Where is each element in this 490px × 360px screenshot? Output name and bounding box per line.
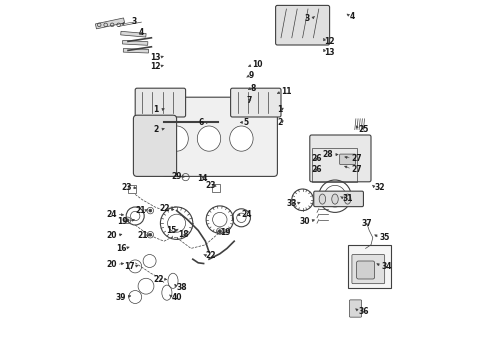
- Text: 13: 13: [150, 53, 160, 62]
- Text: 1: 1: [153, 105, 159, 114]
- Circle shape: [149, 209, 152, 212]
- Text: 20: 20: [107, 231, 117, 240]
- FancyBboxPatch shape: [135, 88, 186, 117]
- Polygon shape: [122, 40, 148, 45]
- Circle shape: [149, 233, 152, 236]
- FancyBboxPatch shape: [349, 300, 362, 317]
- Text: 12: 12: [324, 37, 335, 46]
- Text: 3: 3: [132, 17, 137, 26]
- Text: 28: 28: [322, 150, 333, 159]
- Text: 31: 31: [342, 194, 353, 202]
- Bar: [212, 184, 220, 192]
- Ellipse shape: [332, 194, 338, 204]
- Ellipse shape: [230, 126, 253, 151]
- Text: 30: 30: [299, 217, 310, 226]
- Text: 1: 1: [277, 105, 283, 114]
- Text: 11: 11: [281, 87, 292, 96]
- Text: 33: 33: [287, 199, 297, 208]
- Text: 8: 8: [250, 84, 256, 93]
- Text: 37: 37: [362, 219, 372, 228]
- Text: 10: 10: [252, 60, 263, 69]
- Ellipse shape: [197, 126, 220, 151]
- Text: 21: 21: [137, 231, 148, 240]
- Text: 26: 26: [312, 165, 322, 174]
- Text: 22: 22: [205, 251, 216, 260]
- Text: 27: 27: [351, 165, 362, 174]
- Text: 19: 19: [118, 217, 128, 226]
- Text: 15: 15: [166, 226, 176, 235]
- Text: 4: 4: [139, 28, 144, 37]
- Text: 18: 18: [178, 230, 189, 239]
- Text: 29: 29: [172, 172, 182, 181]
- Text: 24: 24: [107, 210, 117, 219]
- Text: 23: 23: [206, 181, 216, 190]
- Text: 16: 16: [116, 244, 126, 253]
- Text: 27: 27: [351, 154, 362, 163]
- Text: 13: 13: [324, 48, 335, 57]
- Text: 22: 22: [153, 275, 164, 284]
- Text: 5: 5: [243, 118, 248, 127]
- Text: 2: 2: [277, 118, 283, 127]
- Text: 3: 3: [305, 14, 310, 23]
- Text: 35: 35: [380, 233, 391, 242]
- Text: 4: 4: [349, 12, 355, 21]
- Polygon shape: [123, 49, 148, 53]
- Ellipse shape: [344, 194, 351, 204]
- Text: 39: 39: [116, 292, 126, 302]
- FancyBboxPatch shape: [162, 97, 277, 176]
- Text: 32: 32: [374, 183, 385, 192]
- Text: 25: 25: [358, 125, 369, 134]
- Text: 17: 17: [124, 262, 135, 271]
- Text: 23: 23: [121, 183, 132, 192]
- Ellipse shape: [165, 126, 188, 151]
- FancyBboxPatch shape: [275, 5, 330, 45]
- Bar: [128, 185, 136, 193]
- Text: 38: 38: [176, 284, 187, 292]
- Circle shape: [219, 230, 221, 233]
- Text: 7: 7: [247, 96, 252, 105]
- Text: 36: 36: [358, 307, 369, 316]
- Text: 40: 40: [171, 292, 182, 302]
- FancyBboxPatch shape: [340, 154, 356, 165]
- Text: 24: 24: [242, 210, 252, 219]
- Polygon shape: [121, 31, 146, 37]
- Text: 6: 6: [198, 118, 204, 127]
- Ellipse shape: [319, 194, 326, 204]
- Circle shape: [126, 219, 129, 222]
- FancyBboxPatch shape: [133, 115, 176, 176]
- Bar: [347, 245, 391, 288]
- Text: 34: 34: [382, 262, 392, 271]
- Text: 2: 2: [153, 125, 159, 134]
- FancyBboxPatch shape: [314, 191, 364, 207]
- Bar: [312, 148, 357, 182]
- Text: 21: 21: [136, 206, 146, 215]
- Text: 12: 12: [150, 62, 160, 71]
- FancyBboxPatch shape: [352, 255, 385, 284]
- Text: 26: 26: [312, 154, 322, 163]
- FancyBboxPatch shape: [231, 88, 281, 117]
- Text: 19: 19: [220, 228, 230, 237]
- Text: 22: 22: [159, 204, 170, 213]
- Text: 20: 20: [107, 260, 117, 269]
- FancyBboxPatch shape: [357, 261, 374, 279]
- Text: 9: 9: [248, 71, 254, 80]
- Polygon shape: [96, 18, 124, 29]
- Text: 14: 14: [196, 174, 207, 183]
- FancyBboxPatch shape: [310, 135, 371, 182]
